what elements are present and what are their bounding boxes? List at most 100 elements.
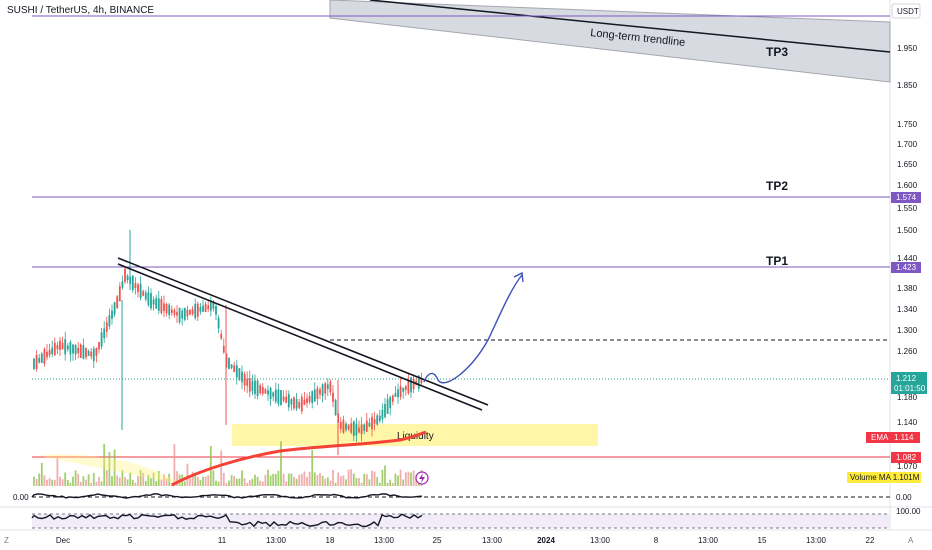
candle-body [116,296,119,308]
volume-bar [163,474,165,486]
volume-bar [46,479,48,486]
volume-bar [105,470,108,486]
candle-body [394,393,397,397]
candle-body [376,415,379,425]
volume-bar [142,472,145,486]
candle-body [217,317,220,329]
time-tick-label: 22 [866,536,875,545]
time-tick-label: 13:00 [698,536,719,545]
volume-bar [111,475,113,486]
volume-bar [300,473,303,486]
ema-badge-value: 1.114 [894,433,914,442]
volume-bar [33,476,35,486]
price-tick-label: 1.750 [897,120,918,129]
candle-body [72,344,74,354]
candle-body [124,268,126,282]
candle-body [358,427,360,433]
candle-body [280,390,282,406]
candle-body [345,423,347,430]
volume-bar [303,471,306,486]
volume-bar [342,475,345,486]
volume-bar [209,446,212,486]
volume-bar [355,478,358,486]
volume-bar [228,480,230,486]
projection-arrow[interactable] [423,274,523,384]
volume-bar [202,476,204,486]
timezone-corner[interactable]: Z [4,536,9,545]
price-tick-label: 1.300 [897,326,918,335]
candle-body [189,310,191,315]
trendline-channel[interactable] [329,0,891,83]
candle-body [59,340,61,350]
volume-bar [254,474,256,486]
volume-bar [238,478,241,486]
candle-body [254,380,256,395]
candle-body [196,303,199,317]
candle-body [389,397,392,409]
currency-badge[interactable] [891,3,921,19]
volume-bar [319,473,321,486]
candle-body [235,365,238,378]
ema-badge-label: EMA [871,433,889,442]
volume-bar [298,474,301,486]
volume-bar [134,482,137,486]
volume-bar [360,482,363,486]
volume-bar [308,471,311,486]
countdown-text: 01:01:50 [894,384,926,393]
time-tick-label: 25 [433,536,442,545]
volume-bar [191,471,194,486]
candle-body [352,421,355,436]
volume-bar [113,449,116,486]
time-tick-label: 13:00 [482,536,503,545]
currency-badge-text: USDT [897,7,919,16]
volume-bar [316,475,319,486]
descending-trendline-upper[interactable] [117,257,489,406]
candle-body [170,309,173,313]
volume-bar [38,473,41,486]
long-term-trendline[interactable] [369,0,891,53]
volume-bar [373,471,376,486]
candle-body [251,381,254,392]
volume-bar [194,472,197,486]
volume-bar [233,476,236,486]
candle-body [147,292,150,306]
tp1-badge-text: 1.423 [896,263,917,272]
volume-bar [230,475,233,486]
support-badge-text: 1.082 [896,453,917,462]
price-scale[interactable]: 1.950 1.850 1.750 1.700 1.650 1.600 1.550 1.500… [897,44,918,471]
time-axis[interactable]: Dec 5 11 13:00 18 13:00 25 13:00 2024 13:00 8 13:00… [56,536,875,545]
candle-body [165,304,168,314]
auto-scale-button[interactable]: A [908,536,914,545]
volume-bar [207,475,210,486]
pane1-right-value: 0.00 [896,493,912,502]
candle-body [269,387,272,400]
candle-body [230,364,233,368]
candle-body [334,400,337,416]
volume-bar [241,470,243,486]
candle-body [256,380,259,396]
volume-bar [79,481,82,486]
candle-body [202,305,204,312]
support-badge [891,452,921,463]
candle-body [126,275,129,281]
volume-bar [371,470,373,486]
candle-body [350,423,353,433]
time-tick-label: 13:00 [806,536,827,545]
volume-bar [326,477,329,486]
candle-body [92,348,95,362]
volume-bar [368,479,371,486]
candle-body [246,378,249,386]
volume-bar [196,476,199,486]
time-tick-label: 8 [654,536,659,545]
volume-bar [404,472,407,486]
lightning-glyph [419,473,425,483]
candle-body [163,303,165,312]
volume-bar [95,481,98,486]
candle-body [85,347,87,358]
descending-trendline-lower[interactable] [117,263,483,411]
candle-body [306,398,308,404]
candle-body [272,392,275,397]
candle-body [204,303,207,313]
symbol-header[interactable]: SUSHI / TetherUS, 4h, BINANCE [7,5,154,16]
